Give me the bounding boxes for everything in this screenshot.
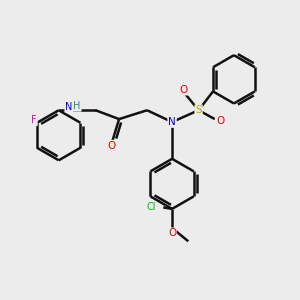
- Text: H: H: [74, 101, 81, 111]
- Text: Cl: Cl: [147, 202, 156, 212]
- Text: N: N: [168, 117, 176, 127]
- Text: O: O: [107, 141, 115, 151]
- Text: S: S: [195, 105, 202, 115]
- Text: F: F: [31, 116, 37, 125]
- Text: O: O: [168, 228, 176, 238]
- Text: O: O: [216, 116, 224, 126]
- Text: N: N: [65, 102, 73, 112]
- Text: O: O: [180, 85, 188, 94]
